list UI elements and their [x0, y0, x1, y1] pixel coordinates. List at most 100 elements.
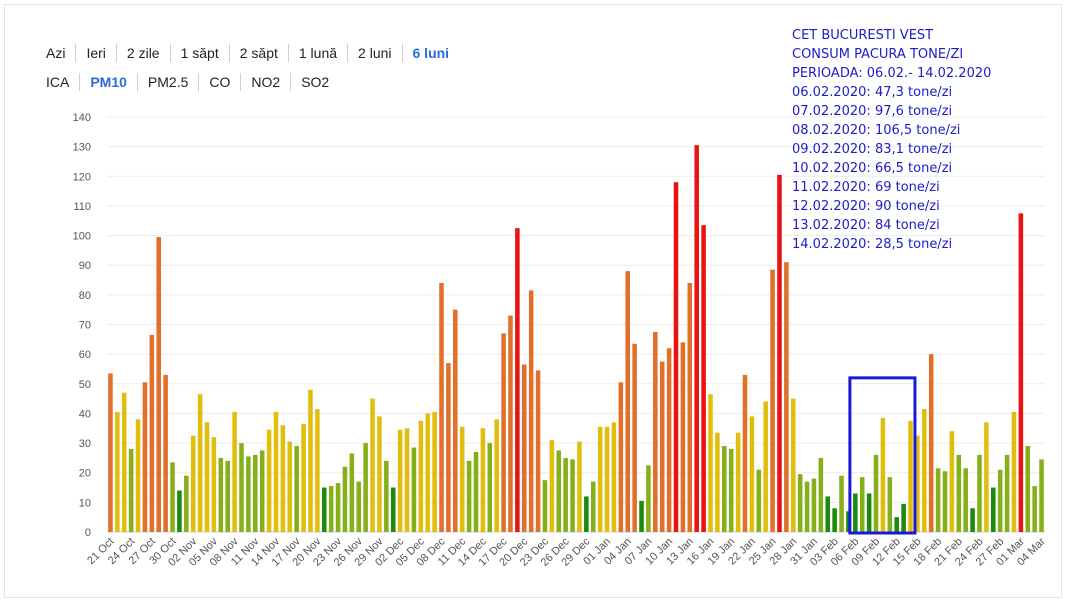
- tab-pollutant-co[interactable]: CO: [198, 73, 240, 91]
- bar[interactable]: [528, 290, 534, 532]
- bar[interactable]: [315, 408, 320, 532]
- bar[interactable]: [439, 283, 444, 532]
- bar[interactable]: [294, 446, 299, 532]
- bar[interactable]: [356, 481, 362, 532]
- bar[interactable]: [708, 394, 713, 532]
- bar[interactable]: [521, 364, 527, 532]
- bar[interactable]: [515, 228, 520, 533]
- bar[interactable]: [956, 454, 962, 532]
- bar[interactable]: [321, 487, 327, 532]
- bar[interactable]: [653, 331, 658, 532]
- bar[interactable]: [397, 429, 403, 532]
- bar[interactable]: [259, 450, 265, 532]
- bar[interactable]: [487, 443, 493, 532]
- bar[interactable]: [853, 493, 858, 532]
- bar[interactable]: [390, 487, 396, 532]
- bar[interactable]: [687, 283, 693, 532]
- bar[interactable]: [970, 508, 975, 532]
- bar[interactable]: [680, 342, 686, 532]
- bar[interactable]: [825, 496, 831, 532]
- bar[interactable]: [177, 490, 182, 533]
- tab-pollutant-pm2-5[interactable]: PM2.5: [136, 73, 198, 91]
- bar[interactable]: [887, 477, 893, 532]
- bar[interactable]: [604, 426, 610, 532]
- tab-period-2-luni[interactable]: 2 luni: [347, 44, 401, 62]
- bar[interactable]: [121, 392, 127, 532]
- tab-pollutant-so2[interactable]: SO2: [290, 73, 339, 91]
- bar[interactable]: [639, 500, 644, 532]
- bar[interactable]: [1032, 486, 1037, 532]
- bar[interactable]: [142, 382, 148, 532]
- bar[interactable]: [584, 496, 589, 532]
- bar[interactable]: [335, 483, 341, 532]
- bar[interactable]: [1011, 411, 1017, 532]
- bar[interactable]: [342, 466, 348, 532]
- bar[interactable]: [749, 416, 755, 532]
- bar[interactable]: [301, 423, 306, 532]
- bar[interactable]: [901, 503, 906, 532]
- bar[interactable]: [1018, 213, 1024, 532]
- bar[interactable]: [804, 481, 810, 532]
- bar[interactable]: [349, 453, 355, 532]
- bar[interactable]: [673, 182, 679, 532]
- bar[interactable]: [149, 334, 155, 532]
- bar[interactable]: [535, 370, 541, 532]
- bar[interactable]: [480, 428, 486, 532]
- bar[interactable]: [432, 411, 437, 532]
- bar[interactable]: [880, 417, 886, 532]
- bar[interactable]: [453, 309, 458, 532]
- bar[interactable]: [935, 468, 941, 532]
- bar[interactable]: [115, 411, 120, 532]
- bar[interactable]: [246, 456, 251, 532]
- bar[interactable]: [163, 374, 168, 532]
- bar[interactable]: [273, 411, 279, 532]
- bar[interactable]: [963, 468, 968, 532]
- bar[interactable]: [942, 471, 948, 532]
- bar[interactable]: [922, 408, 927, 532]
- tab-pollutant-no2[interactable]: NO2: [240, 73, 290, 91]
- bar[interactable]: [266, 429, 272, 532]
- bar[interactable]: [156, 237, 162, 532]
- bar[interactable]: [363, 443, 368, 532]
- bar[interactable]: [225, 460, 230, 532]
- tab-period-6-luni[interactable]: 6 luni: [401, 44, 460, 62]
- bar[interactable]: [818, 457, 824, 532]
- bar[interactable]: [501, 333, 506, 532]
- bar[interactable]: [597, 426, 603, 532]
- bar[interactable]: [542, 480, 548, 532]
- bar[interactable]: [204, 422, 210, 532]
- tab-period-1-s-pt[interactable]: 1 săpt: [169, 44, 229, 62]
- bar[interactable]: [508, 315, 513, 532]
- bar[interactable]: [735, 432, 741, 532]
- tab-period-ieri[interactable]: Ieri: [75, 44, 115, 62]
- bar[interactable]: [646, 465, 651, 532]
- bar[interactable]: [742, 374, 748, 532]
- tab-pollutant-pm10[interactable]: PM10: [79, 73, 137, 91]
- bar[interactable]: [756, 469, 762, 532]
- tab-period-azi[interactable]: Azi: [46, 45, 66, 61]
- tab-pollutant-ica[interactable]: ICA: [46, 74, 70, 90]
- bar[interactable]: [135, 419, 141, 532]
- bar[interactable]: [611, 422, 617, 532]
- bar[interactable]: [577, 441, 582, 532]
- bar[interactable]: [232, 411, 237, 532]
- bar[interactable]: [763, 401, 768, 532]
- bar[interactable]: [839, 475, 844, 532]
- bar[interactable]: [211, 437, 217, 532]
- tab-period-2-zile[interactable]: 2 zile: [115, 44, 170, 62]
- bar[interactable]: [977, 454, 982, 532]
- bar[interactable]: [984, 422, 989, 532]
- tab-period-1-lun-[interactable]: 1 lună: [287, 44, 347, 62]
- bar[interactable]: [466, 460, 472, 532]
- bar[interactable]: [694, 145, 699, 533]
- bar[interactable]: [556, 450, 562, 532]
- bar[interactable]: [790, 398, 796, 532]
- bar[interactable]: [784, 262, 789, 532]
- bar[interactable]: [570, 459, 575, 532]
- bar[interactable]: [384, 460, 389, 532]
- bar[interactable]: [659, 361, 665, 532]
- tab-period-2-s-pt[interactable]: 2 săpt: [228, 44, 288, 62]
- bar[interactable]: [873, 454, 879, 532]
- bar[interactable]: [625, 271, 631, 532]
- bar[interactable]: [990, 487, 996, 532]
